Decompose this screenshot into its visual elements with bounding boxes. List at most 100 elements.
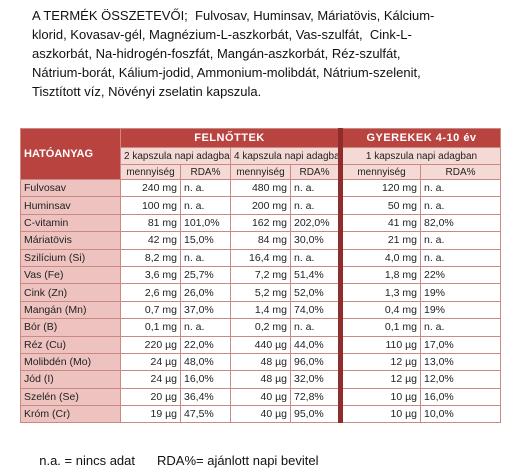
cell: 48 µg xyxy=(230,352,291,372)
data-row: Króm (Cr) 19 µg 47,5% 40 µg 95,0% 10 µg 10,0% xyxy=(20,405,502,424)
cell: 5,2 mg xyxy=(230,283,291,302)
cell: 16,0% xyxy=(419,387,502,407)
cell: 1,4 mg xyxy=(230,300,291,320)
nutrient-name: Huminsav xyxy=(20,196,121,215)
cell: n. a. xyxy=(180,196,231,215)
cell: 19% xyxy=(419,300,502,320)
legend-note: n.a. = nincs adat RDA%= ajánlott napi bev… xyxy=(32,438,319,468)
cell: 37,0% xyxy=(180,300,231,320)
cell: 52,0% xyxy=(290,283,341,302)
cell: 110 µg xyxy=(338,335,421,354)
cell: 162 mg xyxy=(230,213,291,233)
column-label: RDA% xyxy=(180,164,231,180)
nutrient-name: Réz (Cu) xyxy=(20,335,121,354)
cell: 19 µg xyxy=(120,405,181,424)
cell: 44,0% xyxy=(290,335,341,354)
cell: n. a. xyxy=(290,248,341,267)
cell: 30,0% xyxy=(290,231,341,250)
cell: 20 µg xyxy=(120,387,181,407)
cell: 10 µg xyxy=(338,405,421,424)
cell: 50 mg xyxy=(338,196,421,215)
cell: 12 µg xyxy=(338,352,421,372)
cell: n. a. xyxy=(419,231,502,250)
cell: 21 mg xyxy=(338,231,421,250)
data-row: Huminsav 100 mg n. a. 200 mg n. a. 50 mg n. a. xyxy=(20,196,502,215)
cell: 12,0% xyxy=(419,370,502,389)
nutrient-table: HATÓANYAG FELNŐTTEK GYEREKEK 4-10 év 2 kaps… xyxy=(20,128,502,424)
cell: 51,4% xyxy=(290,265,341,285)
nutrient-name: Szilícium (Si) xyxy=(20,248,121,267)
dose-label: 1 kapszula napi adagban xyxy=(337,147,502,165)
group-title: FELNŐTTEK xyxy=(120,128,341,148)
footnote: RDA%= ajánlott napi bevitel xyxy=(157,453,319,468)
column-label: RDA% xyxy=(419,164,502,180)
cell: 13,0% xyxy=(419,352,502,372)
cell: 24 µg xyxy=(120,370,181,389)
cell: 82,0% xyxy=(419,213,502,233)
cell: n. a. xyxy=(180,318,231,337)
cell: n. a. xyxy=(180,178,231,198)
cell: 41 mg xyxy=(338,213,421,233)
cell: 2,6 mg xyxy=(120,283,181,302)
data-row: Szelén (Se) 20 µg 36,4% 40 µg 72,8% 10 µg 16,0… xyxy=(20,387,502,407)
nutrient-name: C-vitamin xyxy=(20,213,121,233)
cell: 24 µg xyxy=(120,352,181,372)
cell: 480 mg xyxy=(230,178,291,198)
data-row: Molibdén (Mo) 24 µg 48,0% 48 µg 96,0% 12 µg 13… xyxy=(20,352,502,372)
cell: 95,0% xyxy=(290,405,341,424)
data-row: Máriatövis 42 mg 15,0% 84 mg 30,0% 21 mg n. a. xyxy=(20,231,502,250)
cell: 0,2 mg xyxy=(230,318,291,337)
cell: n. a. xyxy=(419,196,502,215)
nutrient-name: Mangán (Mn) xyxy=(20,300,121,320)
cell: 1,3 mg xyxy=(338,283,421,302)
cell: 42 mg xyxy=(120,231,181,250)
nutrient-name: Szelén (Se) xyxy=(20,387,121,407)
cell: 36,4% xyxy=(180,387,231,407)
data-row: Bór (B) 0,1 mg n. a. 0,2 mg n. a. 0,1 mg n. a. xyxy=(20,318,502,337)
group-title: GYEREKEK 4-10 év xyxy=(337,128,502,148)
cell: 48,0% xyxy=(180,352,231,372)
text-line: klorid, Kovasav-gél, Magnézium-L-aszkorb… xyxy=(32,27,412,42)
data-row: Mangán (Mn) 0,7 mg 37,0% 1,4 mg 74,0% 0,4 mg 1… xyxy=(20,300,502,320)
nutrient-name: Króm (Cr) xyxy=(20,405,121,424)
cell: 17,0% xyxy=(419,335,502,354)
text-line: A TERMÉK ÖSSZETEVŐI; Fulvosav, Huminsav,… xyxy=(32,8,435,23)
footnote: n.a. = nincs adat xyxy=(39,453,135,468)
cell: 1,8 mg xyxy=(338,265,421,285)
data-row: Cink (Zn) 2,6 mg 26,0% 5,2 mg 52,0% 1,3 mg 19% xyxy=(20,283,502,302)
cell: 100 mg xyxy=(120,196,181,215)
data-row: C-vitamin 81 mg 101,0% 162 mg 202,0% 41 mg 82,… xyxy=(20,213,502,233)
cell: 22,0% xyxy=(180,335,231,354)
nutrient-name: Bór (B) xyxy=(20,318,121,337)
cell: 19% xyxy=(419,283,502,302)
cell: 10,0% xyxy=(419,405,502,424)
cell: 25,7% xyxy=(180,265,231,285)
nutrient-name: Molibdén (Mo) xyxy=(20,352,121,372)
cell: 32,0% xyxy=(290,370,341,389)
nutrient-name: Máriatövis xyxy=(20,231,121,250)
cell: 40 µg xyxy=(230,387,291,407)
data-row: Jód (I) 24 µg 16,0% 48 µg 32,0% 12 µg 12,0% xyxy=(20,370,502,389)
cell: 22% xyxy=(419,265,502,285)
cell: 12 µg xyxy=(338,370,421,389)
cell: n. a. xyxy=(290,196,341,215)
text-line: Nátrium-borát, Kálium-jodid, Ammonium-mo… xyxy=(32,65,421,80)
cell: 15,0% xyxy=(180,231,231,250)
cell: 0,1 mg xyxy=(120,318,181,337)
cell: 10 µg xyxy=(338,387,421,407)
cell: 8,2 mg xyxy=(120,248,181,267)
cell: 26,0% xyxy=(180,283,231,302)
cell: 16,0% xyxy=(180,370,231,389)
nutrient-name: Vas (Fe) xyxy=(20,265,121,285)
cell: n. a. xyxy=(419,248,502,267)
cell: 120 mg xyxy=(338,178,421,198)
cell: 7,2 mg xyxy=(230,265,291,285)
column-label: mennyiség xyxy=(338,164,421,180)
data-row: Fulvosav 240 mg n. a. 480 mg n. a. 120 mg n. a… xyxy=(20,178,502,198)
column-label: mennyiség xyxy=(120,164,181,180)
column-label-row: mennyiség RDA% mennyiség RDA% mennyiség RDA% xyxy=(21,164,502,180)
row-header: HATÓANYAG xyxy=(20,128,121,180)
cell: 40 µg xyxy=(230,405,291,424)
cell: 0,7 mg xyxy=(120,300,181,320)
